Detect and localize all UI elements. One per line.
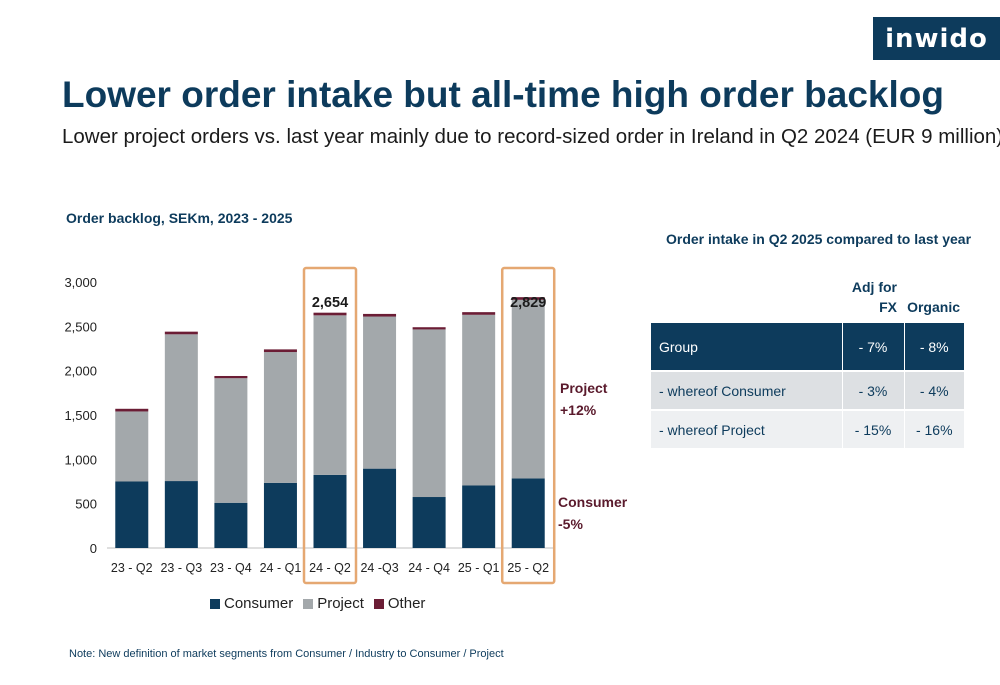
table-title: Order intake in Q2 2025 compared to last…	[666, 231, 972, 247]
bar-segment-project	[115, 411, 149, 482]
chart-legend: Consumer Project Other	[210, 595, 435, 612]
bar-segment-consumer	[313, 474, 347, 548]
bar-segment-other	[263, 349, 297, 353]
row-label: - whereof Project	[651, 409, 842, 448]
table-row: - whereof Consumer - 3% - 4%	[651, 370, 964, 410]
bar-segment-project	[313, 315, 347, 475]
y-tick-label: 2,500	[64, 319, 97, 334]
bar-segment-consumer	[214, 502, 248, 548]
bar-segment-consumer	[462, 485, 496, 548]
consumer-change-annotation: Consumer -5%	[558, 491, 627, 535]
x-tick-label: 24 - Q4	[408, 561, 450, 575]
legend-label-project: Project	[317, 595, 364, 612]
bar-segment-project	[511, 299, 545, 479]
legend-item-consumer: Consumer	[210, 595, 293, 612]
row-label: - whereof Consumer	[651, 370, 842, 410]
x-tick-label: 24 -Q3	[360, 561, 398, 575]
x-tick-label: 23 - Q2	[111, 561, 153, 575]
consumer-annotation-label: Consumer	[558, 494, 628, 510]
adj-fx-header-line1: Adj for	[851, 279, 897, 295]
bar-segment-other	[412, 327, 446, 330]
chart-title: Order backlog, SEKm, 2023 - 2025	[66, 210, 293, 226]
order-backlog-chart: 0 500 1,000 1,500 2,000 2,500 3,000 23 - Q2 23 -…	[64, 266, 556, 585]
bar-segment-project	[263, 352, 297, 483]
project-annotation-value: +12%	[560, 402, 597, 418]
row-label: Group	[651, 323, 842, 371]
bar-segment-consumer	[263, 482, 297, 548]
x-tick-label: 24 - Q1	[260, 561, 302, 575]
y-tick-label: 1,000	[64, 452, 97, 467]
legend-item-project: Project	[303, 595, 364, 612]
bar-segment-project	[363, 316, 397, 469]
highlight-box	[302, 266, 358, 585]
bar-total-label: 2,829	[510, 295, 546, 311]
adj-fx-header-line2: FX	[879, 299, 897, 315]
footnote: Note: New definition of market segments …	[69, 648, 504, 660]
organic-value: - 4%	[903, 370, 964, 410]
legend-swatch-consumer	[210, 598, 220, 609]
y-tick-label: 1,500	[64, 408, 97, 423]
x-tick-label: 23 - Q4	[210, 561, 252, 575]
adj-fx-value: - 7%	[841, 323, 904, 371]
y-tick-label: 500	[75, 497, 97, 512]
bar-segment-consumer	[363, 468, 397, 548]
organic-value: - 8%	[903, 323, 964, 371]
adj-fx-value: - 15%	[841, 409, 904, 448]
inwido-logo: inwido	[873, 17, 1000, 60]
x-tick-label: 25 - Q2	[507, 561, 549, 575]
x-tick-label: 23 - Q3	[160, 561, 202, 575]
x-tick-label: 24 - Q2	[309, 561, 351, 575]
table-row: - whereof Project - 15% - 16%	[651, 409, 964, 448]
legend-swatch-project	[303, 598, 314, 609]
bar-segment-consumer	[115, 481, 149, 548]
bar-segment-consumer	[412, 497, 446, 548]
bar-segment-other	[363, 313, 397, 317]
legend-swatch-other	[373, 598, 384, 609]
bar-segment-project	[412, 329, 446, 498]
bar-segment-project	[164, 334, 198, 482]
bar-segment-consumer	[511, 478, 545, 548]
bar-segment-other	[115, 408, 149, 412]
page-title: Lower order intake but all-time high ord…	[62, 74, 944, 115]
bar-segment-other	[164, 331, 198, 335]
y-tick-label: 0	[90, 541, 97, 556]
bar-segment-other	[313, 312, 347, 316]
organic-value: - 16%	[903, 409, 964, 448]
organic-header: Organic	[907, 299, 960, 315]
consumer-annotation-value: -5%	[558, 516, 583, 532]
order-intake-table: Group - 7% - 8% - whereof Consumer - 3% …	[651, 323, 964, 448]
y-tick-label: 2,000	[64, 364, 97, 379]
page-subtitle: Lower project orders vs. last year mainl…	[62, 125, 1000, 148]
highlight-box	[500, 266, 556, 585]
bar-segment-consumer	[164, 481, 198, 548]
adj-fx-value: - 3%	[841, 370, 904, 410]
legend-label-consumer: Consumer	[224, 595, 294, 612]
x-tick-label: 25 - Q1	[458, 561, 500, 575]
bar-segment-project	[462, 314, 496, 486]
adj-fx-header: Adj for FX	[835, 277, 897, 317]
table-row: Group - 7% - 8%	[651, 323, 964, 371]
bar-segment-other	[511, 297, 545, 300]
project-change-annotation: Project +12%	[560, 377, 607, 421]
legend-item-other: Other	[373, 595, 426, 612]
legend-label-other: Other	[387, 595, 426, 612]
bar-segment-other	[214, 375, 248, 379]
bar-total-label: 2,654	[312, 295, 348, 311]
bar-segment-other	[462, 312, 496, 315]
bar-segment-project	[214, 378, 248, 503]
project-annotation-label: Project	[560, 380, 608, 396]
y-tick-label: 3,000	[64, 275, 97, 290]
